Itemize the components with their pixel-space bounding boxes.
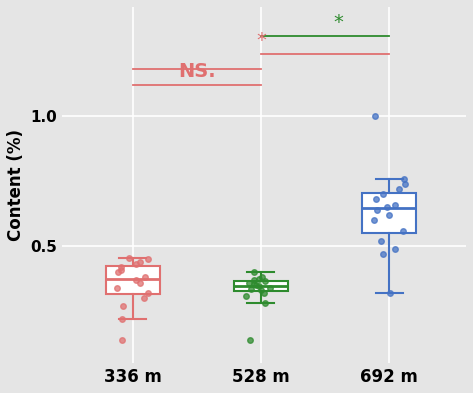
Point bbox=[267, 285, 274, 291]
Point bbox=[144, 256, 151, 262]
Point bbox=[141, 274, 149, 281]
Point bbox=[125, 255, 132, 261]
Point bbox=[250, 277, 258, 283]
Point bbox=[118, 316, 126, 322]
Point bbox=[373, 207, 380, 213]
Point bbox=[386, 290, 394, 296]
Text: *: * bbox=[256, 31, 266, 50]
PathPatch shape bbox=[362, 193, 416, 233]
Point bbox=[379, 191, 386, 197]
Point bbox=[145, 290, 152, 296]
Point bbox=[379, 251, 386, 257]
Point bbox=[385, 212, 393, 218]
Point bbox=[258, 274, 265, 281]
Point bbox=[370, 217, 377, 223]
Point bbox=[140, 295, 148, 301]
Point bbox=[258, 287, 265, 294]
PathPatch shape bbox=[106, 266, 160, 294]
Point bbox=[399, 228, 407, 234]
Point bbox=[242, 292, 250, 299]
Point bbox=[132, 261, 140, 268]
Point bbox=[256, 283, 263, 290]
Point bbox=[136, 279, 143, 286]
Text: NS.: NS. bbox=[178, 62, 216, 81]
Point bbox=[253, 282, 260, 288]
Point bbox=[247, 286, 255, 292]
Point bbox=[119, 303, 127, 309]
Point bbox=[395, 186, 403, 192]
Point bbox=[401, 181, 409, 187]
Point bbox=[117, 264, 125, 270]
Point bbox=[372, 196, 379, 202]
Point bbox=[383, 204, 391, 210]
Point bbox=[132, 277, 140, 283]
Point bbox=[400, 175, 408, 182]
Point bbox=[117, 266, 125, 273]
Point bbox=[251, 269, 258, 275]
Point bbox=[246, 337, 254, 343]
Point bbox=[114, 269, 122, 275]
Point bbox=[245, 279, 253, 286]
Point bbox=[371, 113, 378, 119]
Point bbox=[261, 278, 269, 285]
PathPatch shape bbox=[234, 281, 288, 291]
Point bbox=[261, 300, 268, 307]
Point bbox=[118, 337, 126, 343]
Point bbox=[391, 246, 398, 252]
Point bbox=[377, 238, 385, 244]
Point bbox=[255, 275, 263, 282]
Point bbox=[260, 290, 268, 296]
Point bbox=[113, 285, 121, 291]
Point bbox=[392, 202, 399, 208]
Point bbox=[250, 281, 258, 287]
Text: *: * bbox=[333, 13, 343, 32]
Y-axis label: Content (%): Content (%) bbox=[7, 129, 25, 241]
Point bbox=[137, 259, 144, 265]
